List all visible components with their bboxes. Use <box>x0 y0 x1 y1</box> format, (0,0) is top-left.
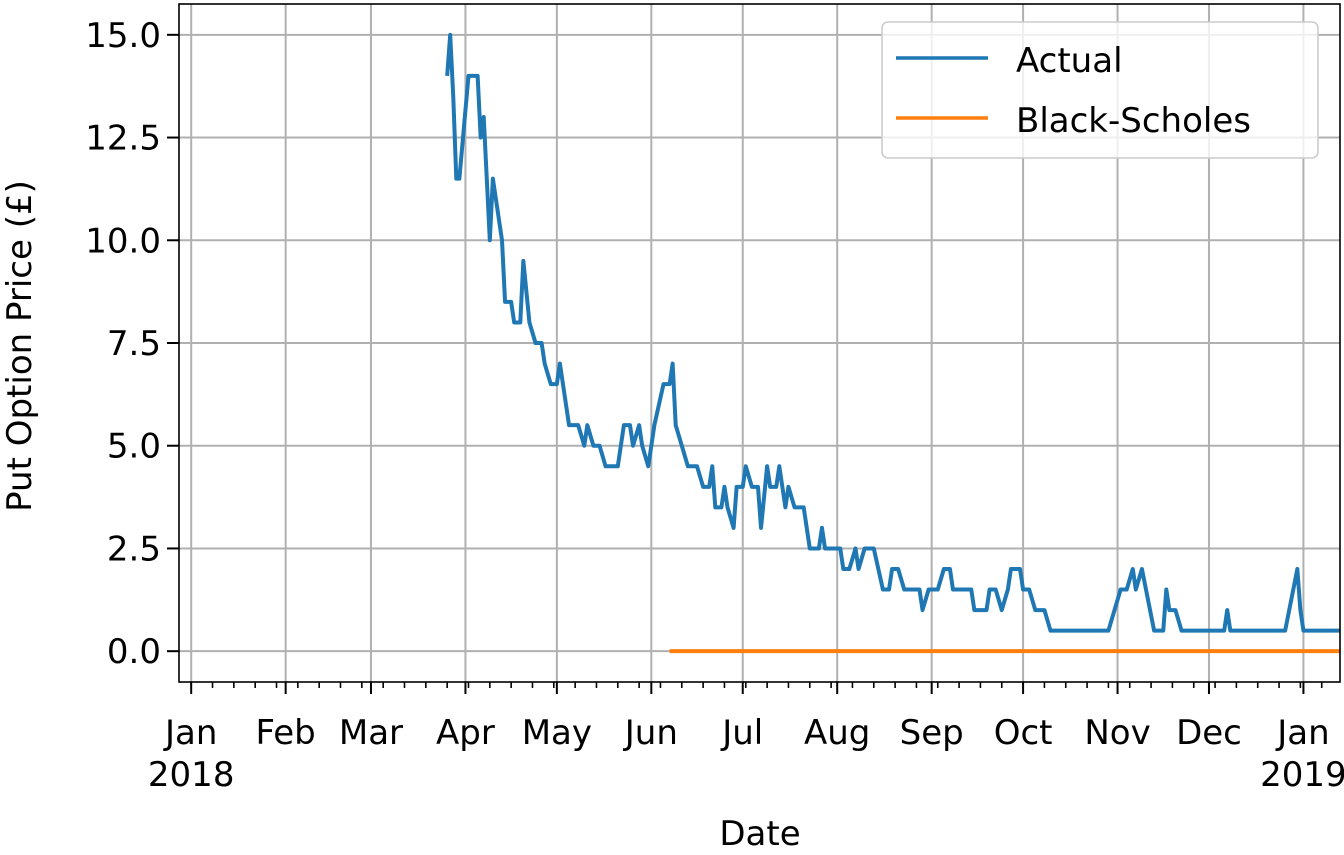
y-tick-label: 15.0 <box>85 16 161 56</box>
legend: Actual Black-Scholes <box>881 21 1319 159</box>
x-tick-label: Jul <box>720 713 763 753</box>
y-tick-label: 2.5 <box>107 529 161 569</box>
legend-label-actual: Actual <box>1016 41 1123 81</box>
x-tick-label: Dec <box>1176 713 1242 753</box>
y-tick-label: 0.0 <box>107 632 161 672</box>
x-tick-label: Sep <box>900 713 964 753</box>
x-tick-label: Aug <box>804 713 870 753</box>
y-tick-label: 5.0 <box>107 427 161 467</box>
x-tick-label: Apr <box>436 713 495 753</box>
x-year-label: 2019 <box>1260 755 1344 795</box>
y-tick-label: 12.5 <box>85 119 161 159</box>
y-axis: 0.0 2.5 5.0 7.5 10.0 12.5 15.0 <box>85 16 179 672</box>
x-tick-label: Mar <box>339 713 403 753</box>
x-tick-label: Jan <box>163 713 217 753</box>
series-line-actual <box>445 32 1340 633</box>
y-tick-label: 7.5 <box>107 324 161 364</box>
x-axis-label: Date <box>719 814 800 854</box>
x-tick-label: Jun <box>623 713 678 753</box>
x-tick-label: Jan <box>1275 713 1329 753</box>
plot-lines <box>445 32 1340 654</box>
x-tick-label: Feb <box>256 713 316 753</box>
legend-label-black-scholes: Black-Scholes <box>1016 101 1251 141</box>
x-year-label: 2018 <box>148 755 235 795</box>
x-tick-label: Oct <box>994 713 1053 753</box>
x-tick-label: May <box>522 713 592 753</box>
y-axis-label: Put Option Price (£) <box>0 180 40 512</box>
legend-box <box>881 21 1319 159</box>
x-tick-label: Nov <box>1084 713 1150 753</box>
y-tick-label: 10.0 <box>85 221 161 261</box>
